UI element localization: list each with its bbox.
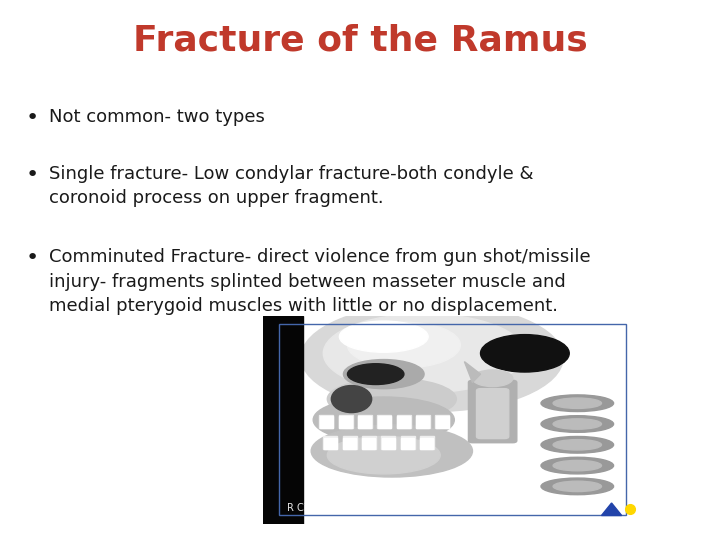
Text: Single fracture- Low condylar fracture-both condyle &
coronoid process on upper : Single fracture- Low condylar fracture-b… [49, 165, 534, 207]
Ellipse shape [541, 416, 613, 433]
Ellipse shape [328, 378, 456, 420]
Bar [382, 436, 395, 449]
Bar [397, 415, 411, 428]
Bar [436, 416, 449, 428]
Ellipse shape [301, 303, 563, 411]
Bar [324, 437, 336, 449]
Ellipse shape [553, 419, 601, 429]
Bar [420, 437, 433, 449]
Text: •: • [26, 165, 39, 185]
Ellipse shape [553, 461, 601, 471]
Bar [416, 415, 430, 428]
Text: •: • [26, 248, 39, 268]
Bar [320, 416, 333, 428]
Bar [358, 415, 372, 428]
Bar [362, 436, 376, 449]
Ellipse shape [323, 314, 525, 393]
Bar [401, 436, 415, 449]
Text: Fracture of the Ramus: Fracture of the Ramus [132, 24, 588, 57]
Ellipse shape [348, 322, 460, 368]
Ellipse shape [480, 335, 570, 372]
Ellipse shape [348, 364, 404, 384]
FancyBboxPatch shape [469, 380, 517, 443]
Polygon shape [464, 362, 480, 382]
Ellipse shape [331, 386, 372, 413]
Ellipse shape [553, 398, 601, 408]
Bar [397, 416, 410, 428]
Bar [263, 316, 303, 524]
Bar [339, 416, 352, 428]
Ellipse shape [343, 360, 424, 389]
Bar [401, 437, 414, 449]
Bar [378, 416, 391, 428]
Bar [359, 416, 372, 428]
FancyBboxPatch shape [477, 389, 509, 438]
Bar [382, 437, 395, 449]
Bar [377, 415, 392, 428]
Text: •: • [26, 108, 39, 128]
Text: Not common- two types: Not common- two types [49, 108, 265, 126]
Bar [343, 437, 356, 449]
Ellipse shape [472, 370, 513, 387]
Ellipse shape [339, 321, 428, 352]
Ellipse shape [553, 440, 601, 450]
Ellipse shape [328, 436, 440, 474]
Bar [436, 415, 449, 428]
Ellipse shape [541, 457, 613, 474]
Ellipse shape [313, 397, 454, 443]
Ellipse shape [541, 395, 613, 411]
Bar [323, 436, 338, 449]
Ellipse shape [311, 425, 472, 477]
Bar [362, 437, 375, 449]
Bar [319, 415, 333, 428]
Text: Comminuted Fracture- direct violence from gun shot/missile
injury- fragments spl: Comminuted Fracture- direct violence fro… [49, 248, 590, 315]
Bar [338, 415, 353, 428]
Bar [416, 416, 429, 428]
Polygon shape [601, 503, 621, 516]
Ellipse shape [553, 481, 601, 491]
Bar [343, 436, 356, 449]
Bar [420, 436, 434, 449]
Bar [279, 324, 626, 516]
Text: R Cienfuegos: R Cienfuegos [287, 503, 351, 514]
Ellipse shape [541, 478, 613, 495]
Ellipse shape [541, 436, 613, 453]
